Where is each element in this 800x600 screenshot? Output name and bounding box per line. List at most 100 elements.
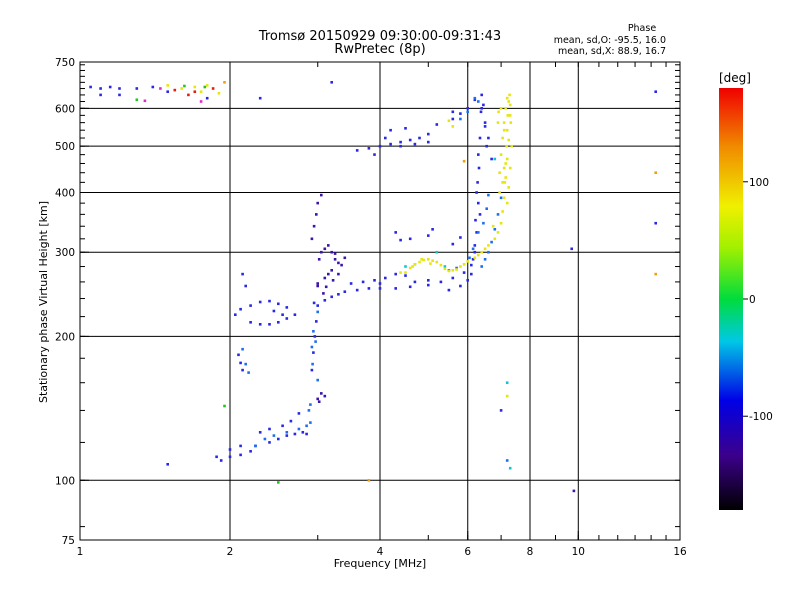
data-point <box>199 90 203 93</box>
data-point <box>508 166 512 170</box>
data-point <box>509 121 513 124</box>
data-point <box>268 323 271 326</box>
data-point <box>504 162 507 165</box>
data-point <box>316 310 319 314</box>
data-point <box>499 196 503 200</box>
data-point <box>211 87 215 90</box>
data-point <box>482 103 485 107</box>
data-point <box>367 287 371 290</box>
data-point <box>159 87 162 90</box>
data-point <box>193 85 197 89</box>
data-point <box>244 284 247 288</box>
data-point <box>477 231 480 234</box>
data-point <box>367 147 371 150</box>
data-point <box>439 280 443 284</box>
data-point <box>459 265 462 268</box>
data-point <box>480 93 483 97</box>
data-point <box>237 353 240 357</box>
data-point <box>333 252 337 255</box>
data-point <box>459 284 462 288</box>
data-point <box>490 240 493 244</box>
y-tick-label: 600 <box>55 103 75 115</box>
x-tick-label: 2 <box>227 546 234 558</box>
data-point <box>343 256 347 260</box>
data-point <box>330 295 333 299</box>
data-point <box>499 409 503 412</box>
data-point <box>485 207 488 210</box>
data-point <box>173 88 177 92</box>
data-point <box>475 191 478 194</box>
data-point <box>305 432 308 436</box>
x-tick-label: 4 <box>377 546 384 558</box>
data-point <box>427 132 430 136</box>
data-point <box>418 260 421 264</box>
data-point <box>337 272 340 276</box>
data-point <box>330 81 333 84</box>
data-point <box>373 153 376 156</box>
data-point <box>337 293 340 296</box>
data-point <box>504 107 507 110</box>
x-tick-label: 10 <box>572 546 585 558</box>
data-point <box>89 85 92 89</box>
y-tick-label: 75 <box>62 535 75 547</box>
data-point <box>451 276 455 280</box>
data-point <box>443 267 447 271</box>
data-point <box>506 114 510 117</box>
data-point <box>166 90 169 93</box>
data-point <box>470 272 473 276</box>
phase-stats-o: mean, sd,O: -95.5, 16.0 <box>554 35 666 46</box>
data-point <box>297 427 301 431</box>
data-point <box>317 258 321 261</box>
data-point <box>462 263 466 266</box>
data-point <box>404 265 407 268</box>
data-point <box>327 244 330 247</box>
data-point <box>180 87 183 90</box>
data-point <box>498 191 501 194</box>
data-point <box>502 166 506 170</box>
data-point <box>143 99 147 103</box>
data-point <box>435 123 439 126</box>
y-tick-label: 200 <box>55 331 75 343</box>
data-point <box>151 85 155 89</box>
data-point <box>337 261 340 265</box>
data-point <box>323 276 327 280</box>
data-point <box>507 186 510 189</box>
data-point <box>258 300 262 304</box>
data-point <box>249 321 252 324</box>
data-point <box>435 250 439 254</box>
y-axis-label: Stationary phase Virtual Height [km] <box>37 201 50 403</box>
data-point <box>487 244 490 247</box>
data-point <box>435 260 439 264</box>
data-point <box>487 250 490 254</box>
data-point <box>340 263 343 267</box>
data-point <box>459 117 462 121</box>
data-point <box>447 119 451 123</box>
data-point <box>654 221 657 225</box>
data-point <box>378 282 382 285</box>
data-point <box>312 351 315 354</box>
data-point <box>316 397 319 401</box>
data-point <box>355 288 359 292</box>
data-point <box>389 142 392 146</box>
data-point <box>503 181 507 184</box>
grid-lines <box>80 62 680 540</box>
x-tick-label: 8 <box>527 546 534 558</box>
data-point <box>258 323 262 326</box>
data-point <box>330 250 333 254</box>
data-point <box>508 93 511 97</box>
data-point <box>312 224 316 228</box>
chart-title-line2: RwPretec (8p) <box>334 42 425 57</box>
data-point <box>297 412 301 415</box>
data-point <box>277 437 280 441</box>
data-point <box>497 110 500 114</box>
data-point <box>99 87 102 90</box>
y-tick-label: 400 <box>55 187 75 199</box>
data-point <box>234 313 237 316</box>
data-point <box>258 96 262 100</box>
data-point <box>427 283 430 287</box>
data-point <box>483 258 487 261</box>
data-point <box>314 340 317 343</box>
data-point <box>247 371 250 374</box>
data-point <box>505 394 509 398</box>
data-point <box>451 110 455 114</box>
